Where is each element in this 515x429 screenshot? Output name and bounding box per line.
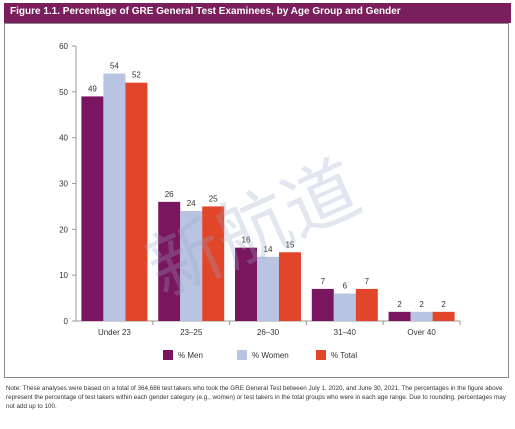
chart-frame: [4, 23, 509, 378]
bar-value-label: 15: [286, 240, 295, 249]
bar: [257, 256, 279, 321]
bar: [180, 211, 203, 321]
figure-title: Figure 1.1. Percentage of GRE General Te…: [10, 6, 401, 17]
bar-value-label: 49: [88, 84, 97, 93]
legend-label: % Men: [178, 351, 203, 360]
bar-value-label: 2: [419, 300, 424, 309]
bar-value-label: 25: [209, 194, 218, 203]
x-tick-label: 31–40: [334, 328, 357, 337]
figure-note: Note: These analyses were based on a tot…: [6, 385, 506, 410]
legend-label: % Total: [331, 351, 357, 360]
bar: [81, 96, 104, 322]
bar: [279, 252, 301, 321]
bar: [333, 293, 356, 321]
bar-value-label: 2: [397, 300, 402, 309]
y-tick-label: 0: [64, 317, 69, 326]
bar: [125, 82, 148, 322]
bar-value-label: 7: [365, 277, 370, 286]
bar: [103, 73, 126, 321]
x-tick-label: Over 40: [407, 328, 436, 337]
y-tick-label: 20: [59, 225, 68, 234]
x-tick-label: 26–30: [257, 328, 280, 337]
legend-swatch: [237, 350, 247, 360]
bar: [202, 206, 225, 321]
bar: [355, 288, 378, 321]
bar: [410, 311, 433, 321]
y-tick-label: 40: [59, 134, 68, 143]
figure-title-bar: Figure 1.1. Percentage of GRE General Te…: [4, 3, 511, 23]
bar-value-label: 52: [132, 71, 141, 80]
x-tick-label: 23–25: [180, 328, 203, 337]
bar: [388, 311, 411, 321]
bar: [432, 311, 455, 321]
x-tick-label: Under 23: [98, 328, 131, 337]
bar: [158, 201, 181, 321]
bar-value-label: 7: [321, 277, 326, 286]
bar-value-label: 6: [343, 282, 348, 291]
legend-swatch: [163, 350, 173, 360]
bar-value-label: 2: [441, 300, 446, 309]
y-tick-label: 30: [59, 180, 68, 189]
bar: [235, 247, 257, 321]
legend-swatch: [316, 350, 326, 360]
y-tick-label: 60: [59, 42, 68, 51]
bar-value-label: 26: [165, 190, 174, 199]
y-tick-label: 10: [59, 271, 68, 280]
y-tick-label: 50: [59, 88, 68, 97]
bar-value-label: 14: [264, 245, 273, 254]
bar: [311, 288, 334, 321]
legend-label: % Women: [252, 351, 289, 360]
bar-value-label: 24: [187, 199, 196, 208]
bar-value-label: 16: [242, 236, 251, 245]
bar-value-label: 54: [110, 62, 119, 71]
